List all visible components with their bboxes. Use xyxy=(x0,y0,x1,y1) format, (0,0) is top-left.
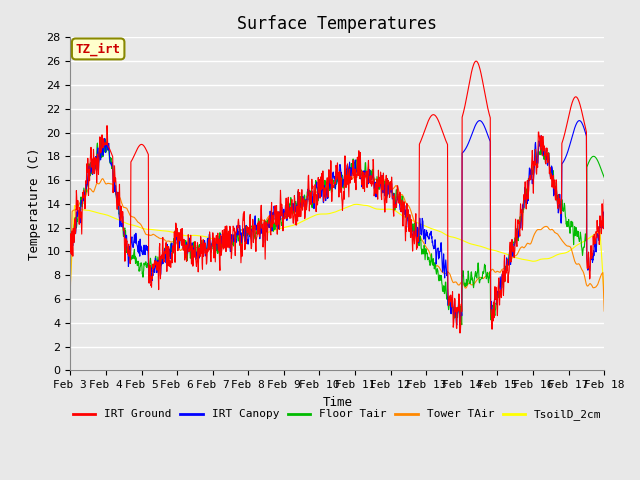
Text: TZ_irt: TZ_irt xyxy=(76,42,121,56)
Y-axis label: Temperature (C): Temperature (C) xyxy=(28,148,41,260)
X-axis label: Time: Time xyxy=(323,396,352,408)
Title: Surface Temperatures: Surface Temperatures xyxy=(237,15,437,33)
Legend: IRT Ground, IRT Canopy, Floor Tair, Tower TAir, TsoilD_2cm: IRT Ground, IRT Canopy, Floor Tair, Towe… xyxy=(68,405,606,425)
